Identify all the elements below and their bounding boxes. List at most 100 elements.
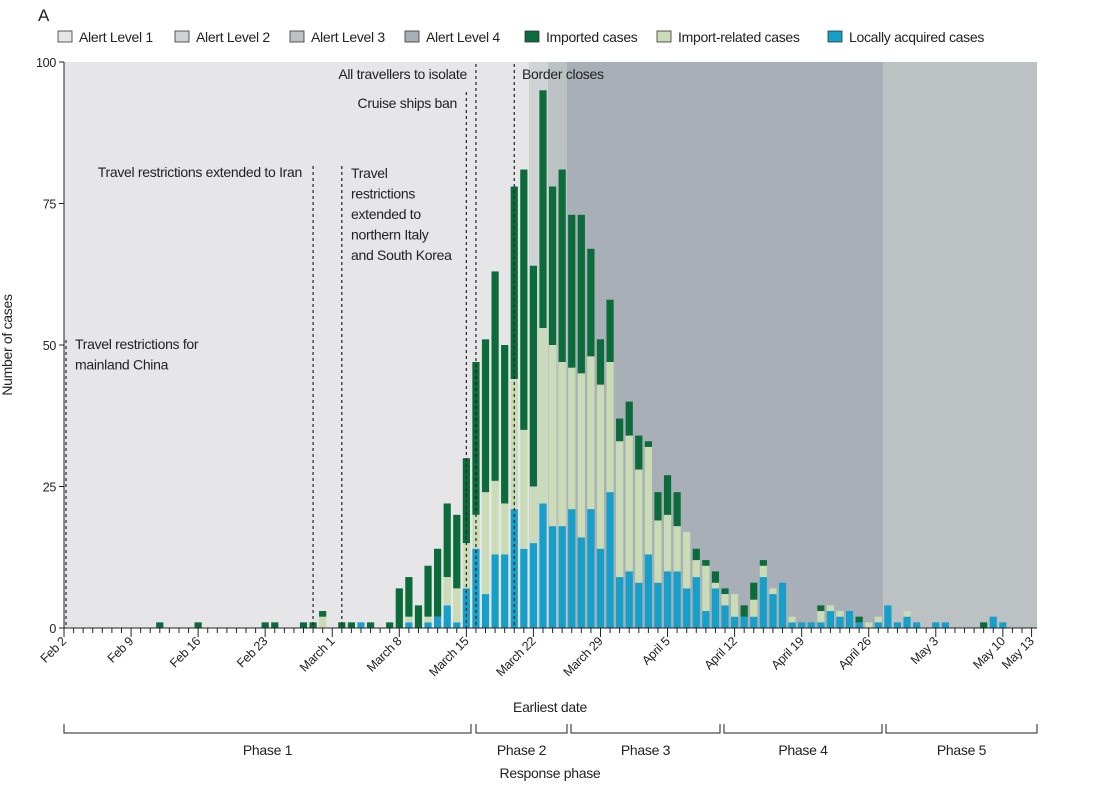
local-cases-bar (663, 571, 672, 628)
imported-cases-bar (405, 577, 413, 617)
import-related-cases-bar (692, 560, 700, 578)
event-annotation: Border closes (522, 66, 604, 82)
event-annotation: mainland China (75, 357, 169, 373)
imported-cases-bar (625, 401, 633, 436)
import-related-cases-bar (529, 486, 538, 544)
import-related-cases-bar (769, 588, 777, 595)
local-cases-bar (778, 582, 787, 628)
imported-cases-bar (616, 418, 624, 442)
imported-cases-bar (855, 616, 863, 623)
x-tick-label: April 26 (836, 634, 874, 672)
import-related-cases-bar (625, 435, 633, 572)
import-related-cases-bar (472, 514, 480, 549)
event-annotation: All travellers to isolate (338, 66, 467, 82)
local-cases-bar (539, 503, 547, 628)
import-related-cases-bar (903, 611, 911, 617)
import-related-cases-bar (616, 441, 624, 578)
x-tick-label: March 1 (297, 634, 338, 675)
imported-cases-bar (644, 441, 652, 447)
import-related-cases-bar (319, 616, 327, 628)
local-cases-bar (874, 622, 882, 628)
import-related-cases-bar (644, 446, 652, 555)
event-annotation: Travel (351, 165, 388, 181)
local-cases-bar (491, 554, 499, 628)
phase-bracket (885, 724, 1038, 734)
local-cases-bar (807, 622, 815, 628)
x-tick-label: March 29 (561, 634, 606, 679)
import-related-cases-bar (702, 565, 710, 612)
imported-cases-bar (539, 90, 547, 329)
import-related-cases-bar (663, 514, 672, 572)
imported-cases-bar (558, 169, 566, 362)
import-related-cases-bar (874, 616, 882, 623)
local-cases-bar (989, 616, 997, 628)
import-related-cases-bar (817, 611, 825, 623)
import-related-cases-bar (826, 605, 834, 612)
imported-cases-bar (338, 622, 346, 628)
local-cases-bar (520, 548, 528, 628)
y-tick-label: 100 (36, 56, 56, 70)
y-tick-label: 0 (49, 622, 56, 636)
local-cases-bar (635, 582, 643, 628)
import-related-cases-bar (750, 599, 758, 617)
x-tick-label: Feb 9 (105, 634, 137, 666)
import-related-cases-bar (405, 616, 413, 623)
imported-cases-bar (424, 565, 432, 617)
local-cases-bar (405, 622, 413, 628)
imported-cases-bar (596, 339, 605, 385)
x-tick-label: April 5 (639, 634, 673, 668)
y-tick-label: 25 (43, 481, 57, 495)
local-cases-bar (903, 616, 911, 628)
import-related-cases-bar (759, 565, 767, 578)
imported-cases-bar (194, 622, 202, 628)
imported-cases-bar (654, 492, 662, 521)
local-cases-bar (577, 537, 585, 628)
import-related-cases-bar (865, 622, 873, 628)
import-related-cases-bar (558, 361, 566, 527)
local-cases-bar (548, 526, 557, 628)
x-tick-label: April 19 (769, 634, 807, 672)
import-related-cases-bar (520, 429, 528, 549)
local-cases-bar (683, 588, 691, 628)
phase-label: Phase 4 (778, 742, 828, 758)
local-cases-bar (587, 509, 595, 628)
local-cases-bar (884, 605, 892, 628)
local-cases-bar (731, 616, 739, 628)
import-related-cases-bar (424, 616, 432, 623)
x-tick-label: March 8 (364, 634, 405, 675)
import-related-cases-bar (731, 594, 739, 617)
imported-cases-bar (386, 622, 394, 628)
y-tick-label: 75 (43, 198, 57, 212)
import-related-cases-bar (635, 469, 643, 583)
imported-cases-bar (759, 560, 767, 566)
local-cases-bar (750, 616, 758, 628)
local-cases-bar (443, 605, 451, 628)
legend-label: Alert Level 3 (311, 29, 385, 45)
import-related-cases-bar (683, 531, 691, 589)
local-cases-bar (434, 616, 442, 628)
event-annotation: and South Korea (351, 247, 452, 263)
local-cases-bar (702, 611, 710, 628)
imported-cases-bar (663, 475, 672, 515)
imported-cases-bar (443, 503, 451, 578)
phase-axis-label: Response phase (500, 765, 601, 781)
imported-cases-bar (319, 611, 327, 617)
local-cases-bar (759, 577, 767, 628)
panel-label: A (38, 6, 50, 25)
imported-cases-bar (347, 622, 355, 628)
import-related-cases-bar (606, 361, 614, 493)
import-related-cases-bar (501, 503, 509, 555)
local-cases-bar (855, 622, 863, 628)
local-cases-bar (788, 622, 796, 628)
phase-bracket (475, 724, 568, 734)
imported-cases-bar (453, 514, 461, 589)
imported-cases-bar (414, 605, 423, 628)
x-tick-label: April 12 (702, 634, 740, 672)
x-tick-label: March 15 (426, 634, 471, 679)
import-related-cases-bar (711, 582, 720, 589)
legend-swatch (57, 30, 73, 43)
legend-swatch (656, 30, 672, 43)
phase-label: Phase 2 (497, 742, 547, 758)
import-related-cases-bar (491, 480, 499, 555)
